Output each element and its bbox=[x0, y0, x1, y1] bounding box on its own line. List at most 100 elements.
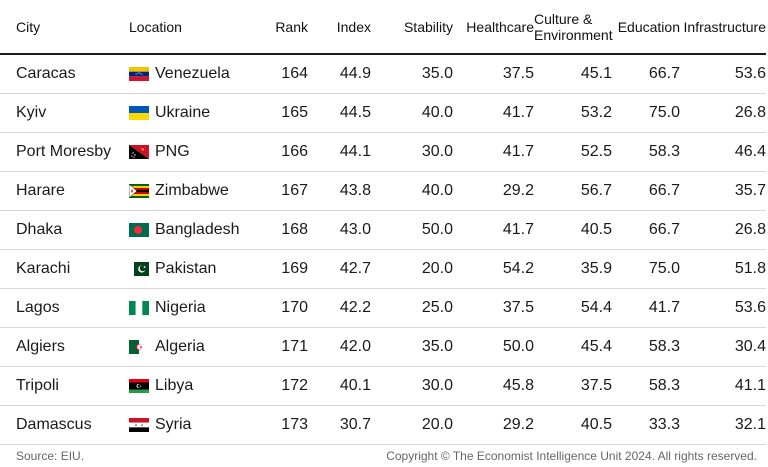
header-stability: Stability bbox=[403, 18, 453, 35]
cell-stability: 50.0 bbox=[421, 220, 453, 238]
flag-png-icon bbox=[129, 144, 149, 159]
table-row: Port Moresby PNG 166 44.1 30.0 41.7 52.5 58.3 46… bbox=[0, 132, 766, 171]
cell-infrastructure: 32.1 bbox=[734, 415, 766, 433]
table-header: City Location Rank Index Stability Healt… bbox=[0, 0, 766, 54]
location-name: PNG bbox=[155, 142, 190, 160]
cell-rank: 164 bbox=[281, 64, 308, 82]
table-row: Tripoli Libya 172 40.1 30.0 45.8 37.5 58.3 41.1 bbox=[0, 366, 766, 405]
footer: Source: EIU. Copyright © The Economist I… bbox=[0, 445, 768, 467]
cell-infrastructure: 51.8 bbox=[734, 259, 766, 277]
cell-rank: 168 bbox=[281, 220, 308, 238]
cell-culture: 56.7 bbox=[580, 181, 612, 199]
flag-bangladesh-icon bbox=[129, 222, 149, 237]
cell-index: 44.5 bbox=[339, 103, 371, 121]
cell-rank: 165 bbox=[281, 103, 308, 121]
cell-location: Libya bbox=[129, 366, 244, 405]
cell-location: Algeria bbox=[129, 327, 244, 366]
cell-culture: 40.5 bbox=[580, 415, 612, 433]
cell-rank: 170 bbox=[281, 298, 308, 316]
cell-index: 42.2 bbox=[339, 298, 371, 316]
flag-pakistan-icon bbox=[129, 261, 149, 276]
cell-culture: 45.1 bbox=[580, 64, 612, 82]
cell-stability: 25.0 bbox=[421, 298, 453, 316]
cell-city: Lagos bbox=[16, 298, 60, 316]
cell-infrastructure: 26.8 bbox=[734, 220, 766, 238]
cell-infrastructure: 35.7 bbox=[734, 181, 766, 199]
cell-location: Syria bbox=[129, 405, 244, 444]
cell-education: 33.3 bbox=[648, 415, 680, 433]
table-body: Caracas Venezuela 164 44.9 35.0 37.5 45.1 66.7 5… bbox=[0, 54, 766, 444]
cell-index: 42.0 bbox=[339, 337, 371, 355]
cell-rank: 167 bbox=[281, 181, 308, 199]
cell-culture: 53.2 bbox=[580, 103, 612, 121]
cell-location: Ukraine bbox=[129, 93, 244, 132]
table-row: Kyiv Ukraine 165 44.5 40.0 41.7 53.2 75.0 26.8 bbox=[0, 93, 766, 132]
location-wrapper: Nigeria bbox=[129, 299, 244, 317]
cell-infrastructure: 46.4 bbox=[734, 142, 766, 160]
header-city: City bbox=[16, 18, 41, 35]
table-row: Lagos Nigeria 170 42.2 25.0 37.5 54.4 41.7 53.6 bbox=[0, 288, 766, 327]
cell-healthcare: 41.7 bbox=[502, 103, 534, 121]
cell-education: 58.3 bbox=[648, 376, 680, 394]
cell-healthcare: 29.2 bbox=[502, 181, 534, 199]
location-name: Bangladesh bbox=[155, 220, 240, 238]
location-name: Pakistan bbox=[155, 259, 217, 277]
location-wrapper: Bangladesh bbox=[129, 221, 244, 239]
header-culture-environment: Culture & Environment bbox=[534, 0, 613, 54]
location-wrapper: Zimbabwe bbox=[128, 182, 244, 200]
cell-city: Caracas bbox=[16, 64, 76, 82]
table-row: Harare Zimbabwe 167 43.8 40.0 29.2 56.7 66.7 35.… bbox=[0, 171, 766, 210]
cell-healthcare: 45.8 bbox=[502, 376, 534, 394]
cell-location: Nigeria bbox=[129, 288, 244, 327]
location-wrapper: Ukraine bbox=[129, 104, 244, 122]
flag-libya-icon bbox=[129, 378, 149, 393]
table-row: Dhaka Bangladesh 168 43.0 50.0 41.7 40.5 66.7 26… bbox=[0, 210, 766, 249]
cell-city: Port Moresby bbox=[16, 142, 112, 160]
cell-stability: 30.0 bbox=[421, 142, 453, 160]
cell-infrastructure: 53.6 bbox=[734, 298, 766, 316]
cell-city: Damascus bbox=[16, 415, 92, 433]
header-culture-line1: Culture & bbox=[534, 10, 593, 27]
cell-culture: 40.5 bbox=[580, 220, 612, 238]
location-wrapper: Pakistan bbox=[129, 260, 244, 278]
cell-stability: 40.0 bbox=[421, 181, 453, 199]
flag-ukraine-icon bbox=[129, 105, 149, 120]
cell-education: 75.0 bbox=[648, 103, 680, 121]
location-name: Libya bbox=[155, 376, 194, 394]
header-rank: Rank bbox=[275, 18, 308, 35]
cell-healthcare: 29.2 bbox=[502, 415, 534, 433]
cell-healthcare: 50.0 bbox=[502, 337, 534, 355]
liveability-table: City Location Rank Index Stability Healt… bbox=[0, 0, 766, 444]
cell-rank: 166 bbox=[281, 142, 308, 160]
flag-venezuela-icon bbox=[129, 66, 149, 81]
cell-location: Venezuela bbox=[129, 54, 244, 93]
header-culture-line2: Environment bbox=[534, 26, 613, 43]
cell-education: 75.0 bbox=[648, 259, 680, 277]
flag-nigeria-icon bbox=[129, 300, 149, 315]
cell-location: Pakistan bbox=[129, 249, 244, 288]
cell-culture: 52.5 bbox=[580, 142, 612, 160]
location-wrapper: Algeria bbox=[129, 338, 244, 356]
cell-education: 66.7 bbox=[648, 181, 680, 199]
cell-index: 44.9 bbox=[339, 64, 371, 82]
cell-rank: 172 bbox=[281, 376, 308, 394]
cell-infrastructure: 30.4 bbox=[734, 337, 766, 355]
cell-healthcare: 41.7 bbox=[502, 142, 534, 160]
location-name: Syria bbox=[155, 415, 192, 433]
cell-city: Dhaka bbox=[16, 220, 63, 238]
cell-stability: 35.0 bbox=[421, 337, 453, 355]
flag-zimbabwe-icon bbox=[128, 182, 149, 199]
copyright-note: Copyright © The Economist Intelligence U… bbox=[386, 449, 757, 463]
cell-rank: 171 bbox=[281, 337, 308, 355]
cell-healthcare: 41.7 bbox=[502, 220, 534, 238]
cell-location: Bangladesh bbox=[129, 210, 244, 249]
cell-education: 66.7 bbox=[648, 220, 680, 238]
cell-education: 66.7 bbox=[648, 64, 680, 82]
cell-stability: 20.0 bbox=[421, 415, 453, 433]
cell-rank: 169 bbox=[281, 259, 308, 277]
cell-rank: 173 bbox=[281, 415, 308, 433]
location-name: Ukraine bbox=[155, 103, 211, 121]
table-row: Damascus Syria 173 30.7 20.0 29.2 40.5 33.3 32.1 bbox=[0, 405, 766, 444]
cell-index: 44.1 bbox=[339, 142, 371, 160]
header-infrastructure: Infrastructure bbox=[683, 18, 766, 35]
